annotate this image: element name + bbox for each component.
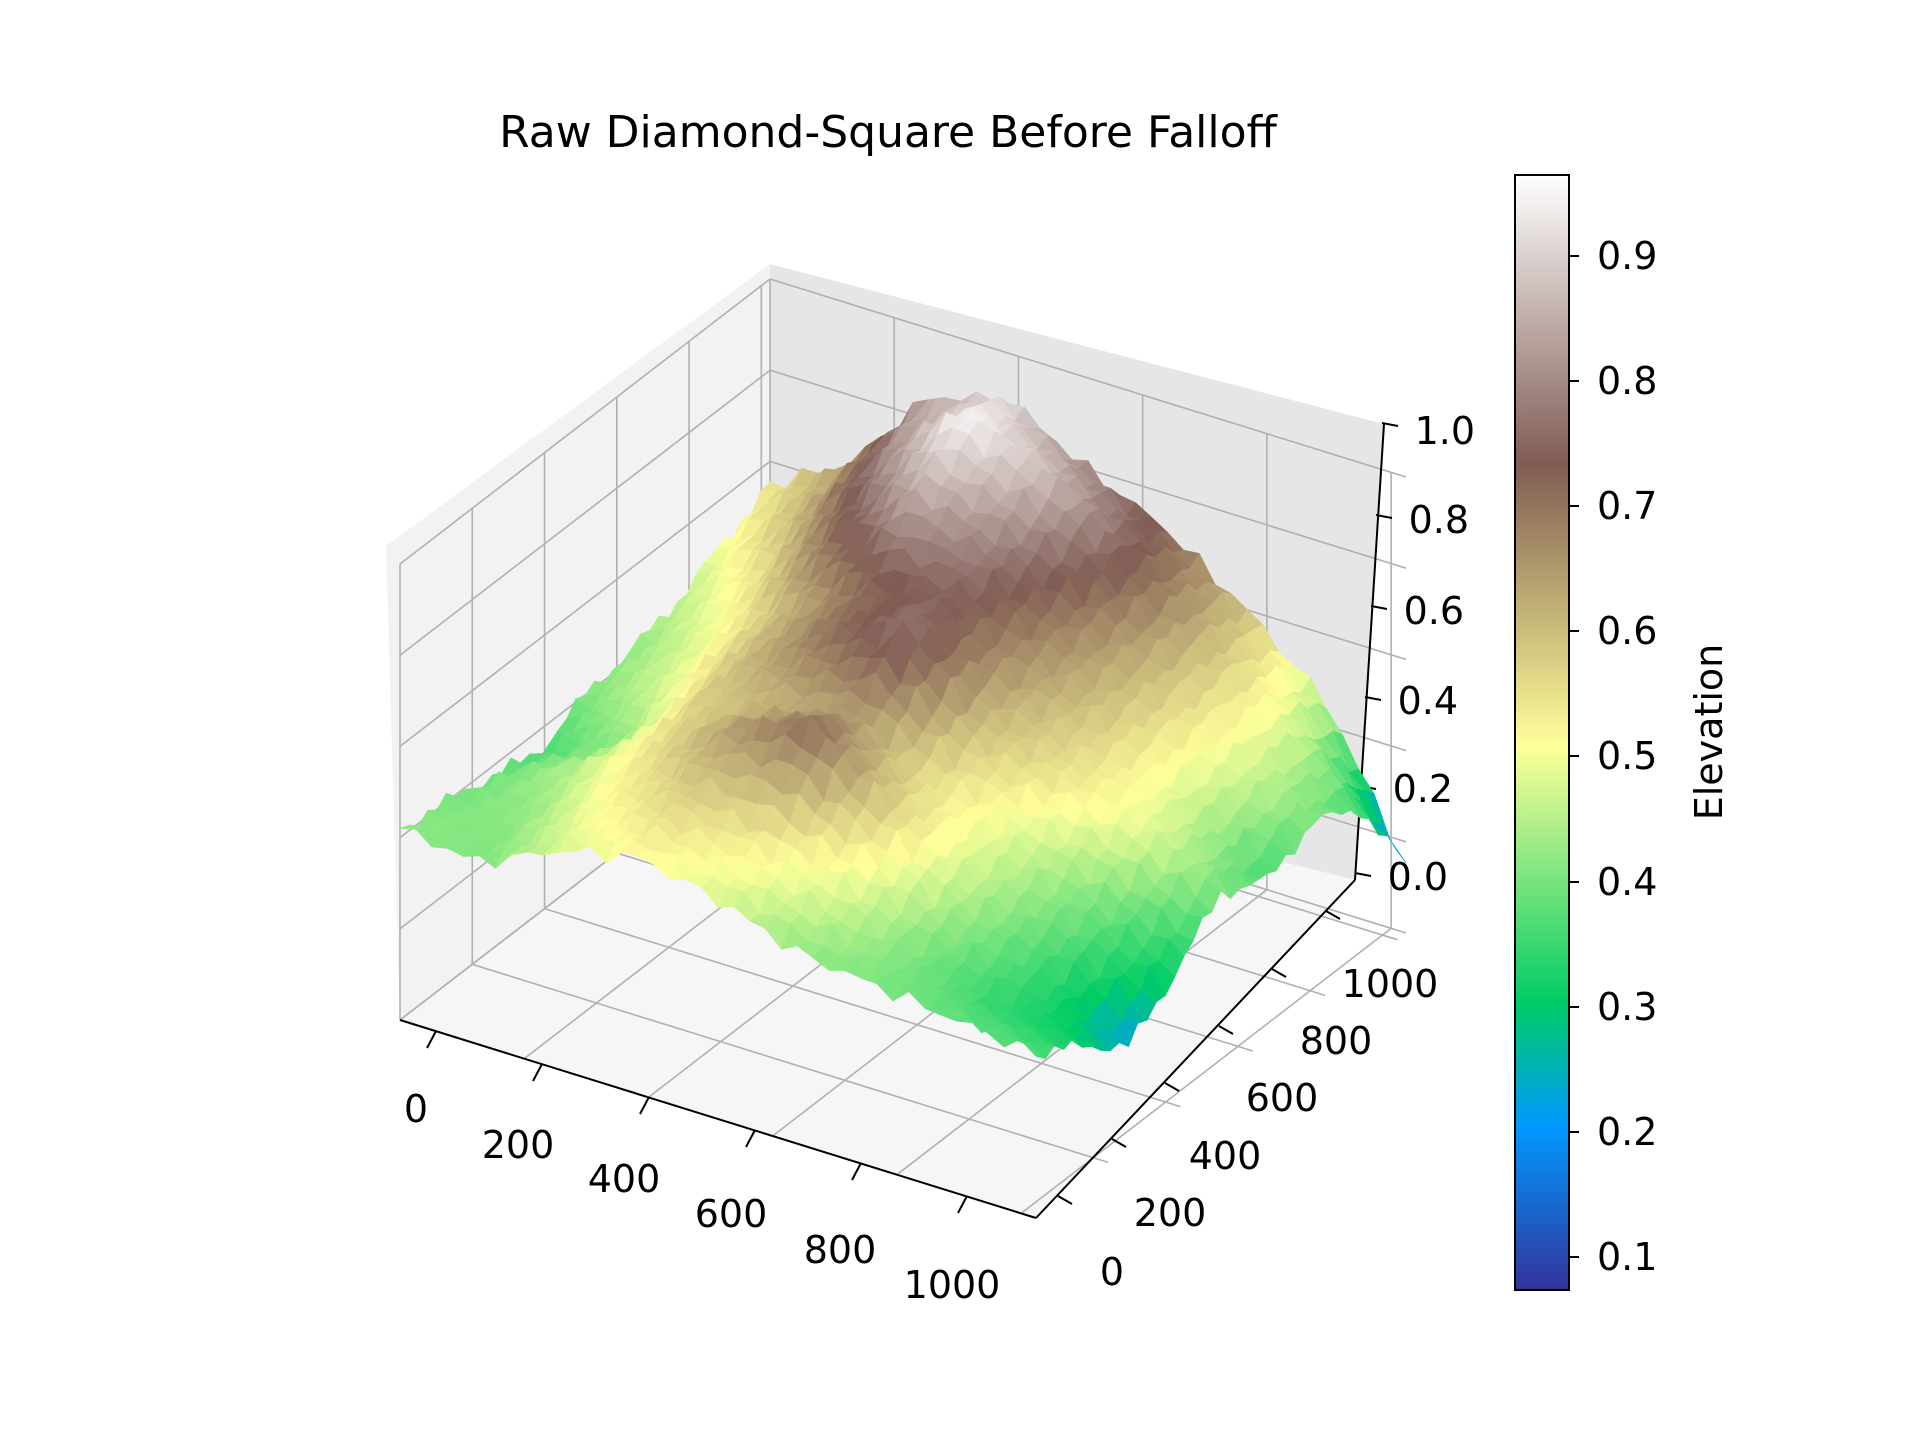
z-tick: 0.2 <box>1359 767 1453 811</box>
z-tick: 0.6 <box>1370 589 1464 633</box>
x-tick: 200 <box>482 1063 555 1167</box>
x-tick-label: 600 <box>695 1192 768 1236</box>
colorbar-tick: 0.8 <box>1569 359 1657 403</box>
y-tick: 800 <box>1271 968 1373 1063</box>
grid-line <box>544 907 1181 1108</box>
x-tick-label: 0 <box>404 1087 428 1131</box>
y-axis-line <box>1035 879 1356 1219</box>
colorbar-label: Elevation <box>1687 644 1731 821</box>
grid-line <box>472 963 1109 1164</box>
y-tick: 600 <box>1218 1025 1319 1120</box>
x-tick: 0 <box>404 1030 437 1131</box>
colorbar-tick: 0.6 <box>1569 609 1657 653</box>
x-tick: 600 <box>695 1129 768 1236</box>
x-axis-line <box>399 1019 1037 1219</box>
grid-line <box>399 369 771 656</box>
x-tick-label: 400 <box>588 1157 661 1201</box>
colorbar-tick-label: 0.8 <box>1597 359 1657 403</box>
z-tick: 0.4 <box>1364 679 1458 723</box>
grid-line <box>1020 927 1392 1214</box>
colorbar-tick-label: 0.6 <box>1597 609 1657 653</box>
colorbar-ticks: 0.1 0.2 0.3 0.4 0.5 0.6 0.7 0.8 0.9 <box>1569 234 1657 1279</box>
z-tick-label: 0.8 <box>1409 498 1469 542</box>
z-tick-label: 0.6 <box>1404 589 1464 633</box>
x-tick-label: 800 <box>804 1228 877 1272</box>
colorbar-gradient <box>1514 174 1570 1291</box>
colorbar-tick-label: 0.7 <box>1597 484 1657 528</box>
y-tick-label: 200 <box>1134 1191 1207 1235</box>
colorbar-tick-label: 0.3 <box>1597 985 1657 1029</box>
terrain-surface <box>399 391 1407 1060</box>
colorbar-tick: 0.5 <box>1569 734 1657 778</box>
colorbar: 0.1 0.2 0.3 0.4 0.5 0.6 0.7 0.8 0.9 Elev… <box>1514 174 1731 1291</box>
colorbar-tick: 0.4 <box>1569 860 1657 904</box>
y-tick: 400 <box>1164 1082 1262 1178</box>
grid-line <box>769 278 1407 478</box>
x-tick-label: 1000 <box>904 1263 1001 1307</box>
z-tick: 0.8 <box>1375 498 1469 542</box>
z-tick-label: 0.0 <box>1388 855 1448 899</box>
colorbar-tick: 0.1 <box>1569 1235 1657 1279</box>
y-tick: 0 <box>1057 1195 1124 1294</box>
colorbar-tick: 0.3 <box>1569 985 1657 1029</box>
z-tick-label: 0.2 <box>1393 767 1453 811</box>
x-tick-label: 200 <box>482 1123 555 1167</box>
x-tick: 1000 <box>904 1195 1001 1307</box>
surface-facet <box>1019 1039 1047 1060</box>
colorbar-tick-label: 0.4 <box>1597 860 1657 904</box>
y-tick: 200 <box>1111 1138 1207 1235</box>
grid-line <box>399 460 771 748</box>
colorbar-tick: 0.7 <box>1569 484 1657 528</box>
y-axis-ticks: 0 200 400 600 800 1000 <box>1057 910 1439 1294</box>
colorbar-tick-label: 0.1 <box>1597 1235 1657 1279</box>
y-tick-label: 400 <box>1189 1134 1262 1178</box>
colorbar-tick: 0.9 <box>1569 234 1657 278</box>
z-tick: 1.0 <box>1381 409 1475 453</box>
colorbar-tick: 0.2 <box>1569 1110 1657 1154</box>
colorbar-tick-label: 0.5 <box>1597 734 1657 778</box>
grid-line <box>399 278 771 565</box>
x-axis-ticks: 0 200 400 600 800 1000 <box>404 1030 1001 1307</box>
y-tick-label: 0 <box>1100 1250 1124 1294</box>
y-tick-label: 600 <box>1246 1076 1319 1120</box>
y-tick: 1000 <box>1325 910 1439 1006</box>
colorbar-tick-label: 0.2 <box>1597 1110 1657 1154</box>
chart-title: Raw Diamond-Square Before Falloff <box>499 107 1278 158</box>
z-tick: 0.0 <box>1354 855 1448 899</box>
y-tick-label: 800 <box>1300 1019 1373 1063</box>
z-tick-label: 1.0 <box>1415 409 1475 453</box>
z-tick-label: 0.4 <box>1398 679 1458 723</box>
colorbar-tick-label: 0.9 <box>1597 234 1657 278</box>
z-axis-ticks: 0.0 0.2 0.4 0.6 0.8 1.0 <box>1354 409 1475 899</box>
y-tick-label: 1000 <box>1342 962 1439 1006</box>
x-tick: 400 <box>588 1096 661 1201</box>
x-tick: 800 <box>804 1162 877 1272</box>
